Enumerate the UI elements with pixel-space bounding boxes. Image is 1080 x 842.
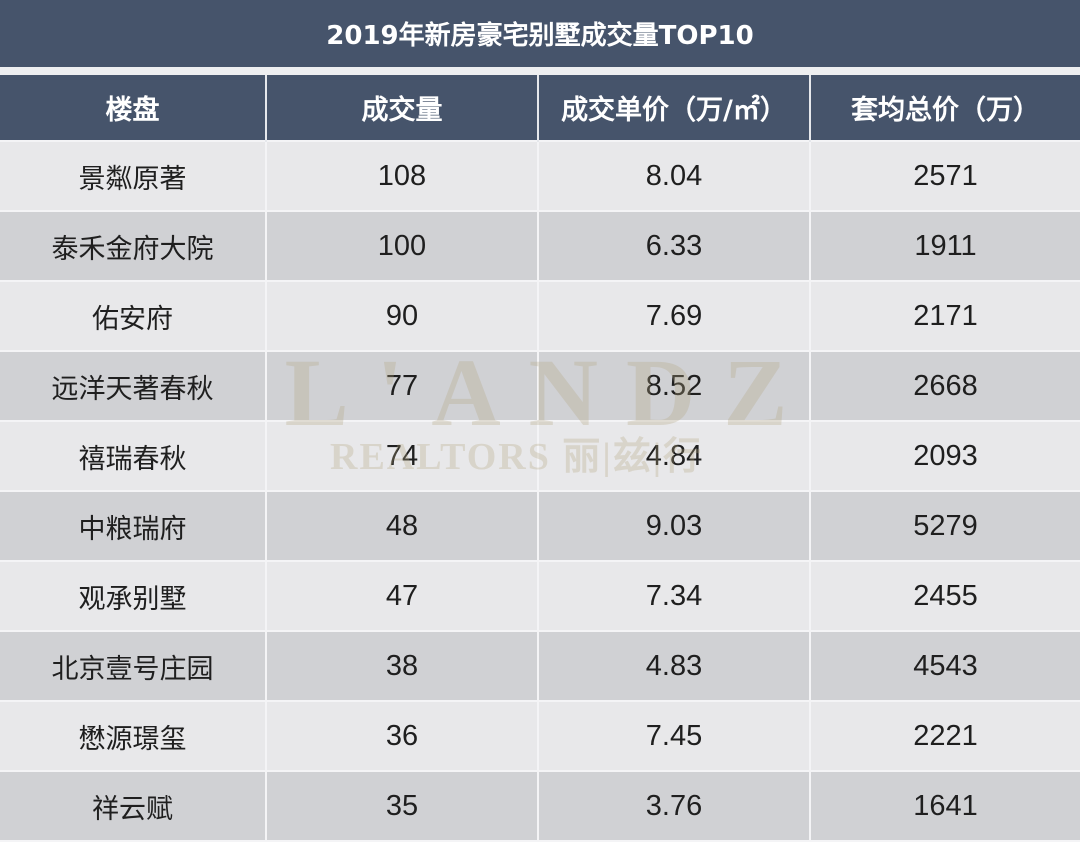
table-row: 中粮瑞府 48 9.03 5279 (0, 490, 1080, 562)
volume-cell: 35 (265, 770, 539, 842)
volume-cell: 77 (265, 350, 539, 422)
table-row: 佑安府 90 7.69 2171 (0, 280, 1080, 352)
project-name: 祥云赋 (0, 770, 267, 842)
avg-total-cell: 5279 (809, 490, 1080, 562)
unit-price-cell: 7.45 (537, 700, 811, 772)
column-header-project: 楼盘 (0, 75, 267, 141)
project-name: 观承别墅 (0, 560, 267, 632)
unit-price-cell: 7.69 (537, 280, 811, 352)
column-header-avg-total: 套均总价（万） (809, 75, 1080, 141)
project-name: 懋源璟玺 (0, 700, 267, 772)
table-row: 北京壹号庄园 38 4.83 4543 (0, 630, 1080, 702)
unit-price-cell: 3.76 (537, 770, 811, 842)
project-name: 北京壹号庄园 (0, 630, 267, 702)
project-name: 中粮瑞府 (0, 490, 267, 562)
unit-price-cell: 4.84 (537, 420, 811, 492)
avg-total-cell: 1641 (809, 770, 1080, 842)
column-header-volume: 成交量 (265, 75, 539, 141)
project-name: 佑安府 (0, 280, 267, 352)
unit-price-cell: 4.83 (537, 630, 811, 702)
volume-cell: 100 (265, 210, 539, 282)
volume-cell: 90 (265, 280, 539, 352)
table-row: 懋源璟玺 36 7.45 2221 (0, 700, 1080, 772)
volume-cell: 36 (265, 700, 539, 772)
avg-total-cell: 2221 (809, 700, 1080, 772)
ranking-table: 楼盘 成交量 成交单价（万/㎡） 套均总价（万） 景粼原著 108 8.04 2… (0, 75, 1080, 842)
volume-cell: 108 (265, 140, 539, 212)
project-name: 禧瑞春秋 (0, 420, 267, 492)
avg-total-cell: 2455 (809, 560, 1080, 632)
avg-total-cell: 2093 (809, 420, 1080, 492)
table-row: 远洋天著春秋 77 8.52 2668 (0, 350, 1080, 422)
table-title: 2019年新房豪宅别墅成交量TOP10 (0, 0, 1080, 67)
project-name: 泰禾金府大院 (0, 210, 267, 282)
table-row: 泰禾金府大院 100 6.33 1911 (0, 210, 1080, 282)
volume-cell: 48 (265, 490, 539, 562)
avg-total-cell: 2571 (809, 140, 1080, 212)
unit-price-cell: 8.52 (537, 350, 811, 422)
unit-price-cell: 6.33 (537, 210, 811, 282)
avg-total-cell: 4543 (809, 630, 1080, 702)
header-row: 楼盘 成交量 成交单价（万/㎡） 套均总价（万） (0, 75, 1080, 141)
volume-cell: 38 (265, 630, 539, 702)
unit-price-cell: 7.34 (537, 560, 811, 632)
table-row: 禧瑞春秋 74 4.84 2093 (0, 420, 1080, 492)
avg-total-cell: 2171 (809, 280, 1080, 352)
title-separator (0, 67, 1080, 75)
project-name: 景粼原著 (0, 140, 267, 212)
table-row: 祥云赋 35 3.76 1641 (0, 770, 1080, 842)
unit-price-cell: 9.03 (537, 490, 811, 562)
volume-cell: 74 (265, 420, 539, 492)
avg-total-cell: 1911 (809, 210, 1080, 282)
unit-price-cell: 8.04 (537, 140, 811, 212)
table-row: 观承别墅 47 7.34 2455 (0, 560, 1080, 632)
table-row: 景粼原著 108 8.04 2571 (0, 140, 1080, 212)
column-header-unit-price: 成交单价（万/㎡） (537, 75, 811, 141)
volume-cell: 47 (265, 560, 539, 632)
avg-total-cell: 2668 (809, 350, 1080, 422)
project-name: 远洋天著春秋 (0, 350, 267, 422)
